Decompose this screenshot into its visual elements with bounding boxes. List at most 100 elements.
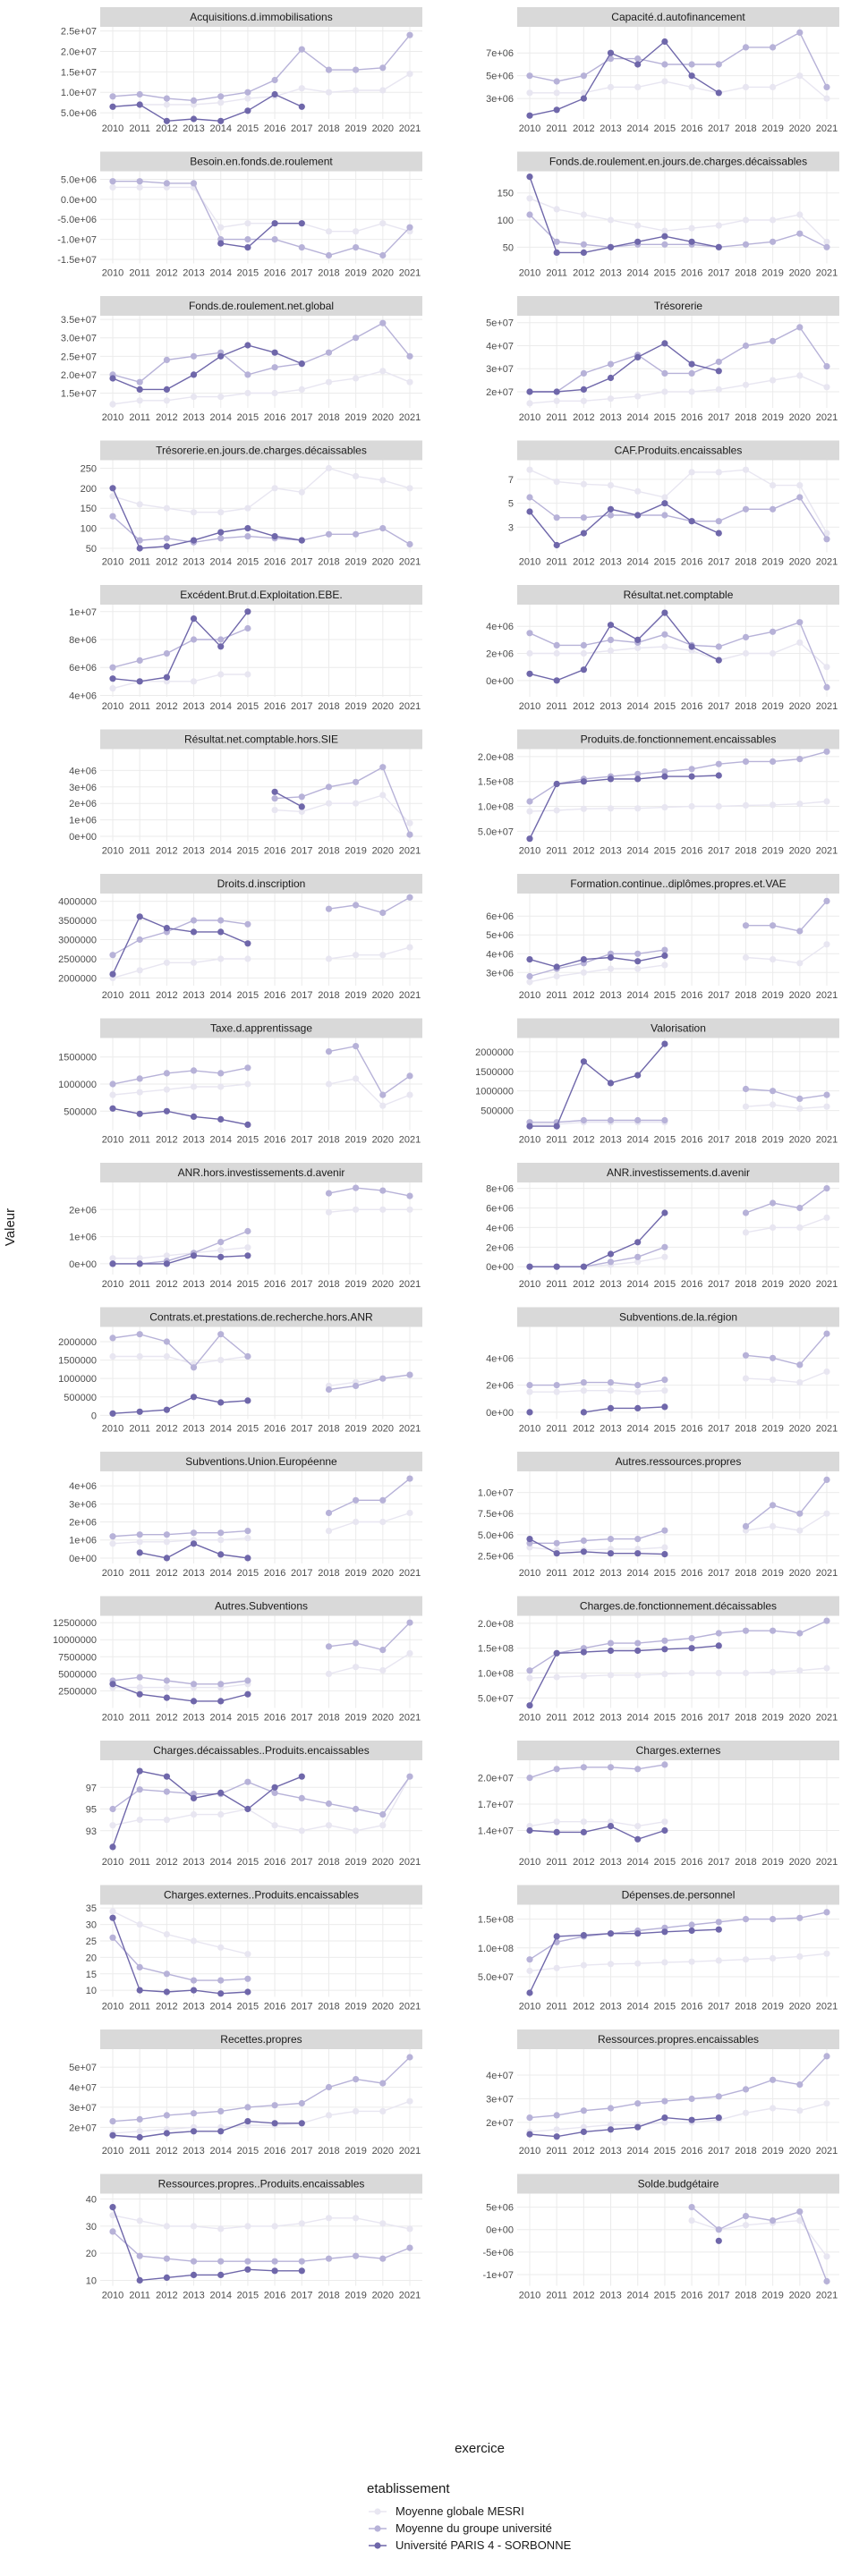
data-point [770, 482, 777, 489]
data-point [379, 909, 387, 917]
data-point [163, 1555, 170, 1562]
x-tick-label: 2016 [264, 846, 285, 857]
series-line [529, 469, 828, 534]
data-point [109, 1681, 116, 1688]
data-point [353, 2215, 360, 2222]
y-tick-label: 6e+06 [486, 1203, 514, 1214]
facet-strip [517, 1307, 839, 1327]
data-point [353, 778, 360, 785]
data-point [190, 2223, 198, 2230]
data-point [136, 913, 143, 920]
data-point [661, 38, 668, 46]
data-point [580, 72, 588, 80]
x-tick-label: 2020 [372, 846, 394, 857]
data-point [607, 2126, 615, 2133]
data-point [136, 1075, 143, 1082]
facet-title: Acquisitions.d.immobilisations [190, 11, 332, 23]
data-point [109, 1805, 116, 1813]
x-tick-label: 2014 [209, 1424, 231, 1435]
data-point [580, 249, 588, 256]
data-point [379, 1102, 387, 1109]
data-point [553, 1964, 560, 1971]
data-point [353, 1184, 360, 1191]
x-tick-label: 2012 [573, 701, 594, 712]
facet-title: Résultat.net.comptable [624, 589, 734, 601]
series-line [220, 222, 302, 249]
data-point [325, 89, 333, 96]
data-point [136, 1110, 143, 1117]
x-tick-label: 2021 [816, 1135, 838, 1146]
data-point [526, 1967, 533, 1975]
data-point [379, 64, 387, 72]
data-point [796, 482, 804, 489]
data-point [526, 508, 533, 515]
x-tick-label: 2011 [129, 1713, 150, 1724]
data-point [217, 928, 225, 936]
x-tick-label: 2013 [600, 2291, 621, 2301]
x-tick-label: 2020 [789, 701, 811, 712]
x-tick-label: 2019 [344, 2291, 366, 2301]
data-point [298, 537, 305, 544]
facet-title: Autres.Subventions [215, 1600, 308, 1613]
x-tick-label: 2010 [519, 2146, 540, 2157]
data-point [607, 49, 615, 56]
series-line [113, 1355, 248, 1365]
data-point [136, 1538, 143, 1546]
data-point [325, 1080, 333, 1088]
data-point [379, 1091, 387, 1098]
data-point [553, 514, 560, 521]
data-point [136, 1674, 143, 1681]
series-line [529, 750, 828, 802]
data-point [580, 805, 588, 812]
data-point [136, 2276, 143, 2284]
series-line [112, 1676, 248, 1685]
data-point [607, 1823, 615, 1830]
x-tick-label: 2016 [681, 412, 702, 423]
data-point [244, 1535, 251, 1542]
data-point [136, 1549, 143, 1556]
data-point [136, 1963, 143, 1970]
data-point [688, 643, 695, 650]
facet-title: Produits.de.fonctionnement.encaissables [581, 733, 777, 746]
data-point [526, 112, 533, 119]
data-point [136, 657, 143, 665]
x-tick-label: 2018 [318, 846, 339, 857]
data-point [715, 469, 722, 476]
data-point [661, 1671, 668, 1678]
data-point [325, 378, 333, 386]
data-point [271, 807, 278, 814]
series-line [529, 198, 828, 242]
data-point [406, 2244, 413, 2251]
x-tick-label: 2019 [344, 123, 366, 134]
x-tick-label: 2019 [761, 2146, 783, 2157]
data-point [190, 2128, 198, 2135]
facet-strip [100, 729, 422, 750]
facet-strip [100, 1885, 422, 1905]
series-line [112, 322, 411, 383]
x-tick-label: 2021 [399, 1135, 421, 1146]
data-point [796, 2081, 804, 2089]
x-tick-label: 2013 [183, 2291, 204, 2301]
x-tick-label: 2011 [129, 2146, 150, 2157]
y-tick-label: 1.0e+08 [478, 1944, 514, 1954]
data-point [217, 1115, 225, 1123]
data-point [163, 2274, 170, 2281]
facet-panel: Trésorerie.en.jours.de.charges.décaissab… [81, 440, 422, 568]
x-tick-label: 2016 [264, 701, 285, 712]
data-point [325, 2255, 333, 2262]
data-point [298, 2120, 305, 2127]
x-tick-label: 2017 [291, 2002, 312, 2012]
x-tick-label: 2017 [708, 2002, 729, 2012]
data-point [136, 1690, 143, 1698]
x-tick-label: 2021 [816, 1713, 838, 1724]
series-line [112, 1333, 249, 1368]
x-tick-label: 2018 [735, 412, 756, 423]
series-line [112, 674, 248, 690]
data-point [770, 1954, 777, 1962]
x-tick-label: 2014 [626, 1135, 648, 1146]
data-point [244, 389, 251, 397]
x-tick-label: 2013 [600, 701, 621, 712]
data-point [688, 2116, 695, 2123]
data-point [526, 1536, 533, 1543]
series-line [529, 502, 719, 547]
